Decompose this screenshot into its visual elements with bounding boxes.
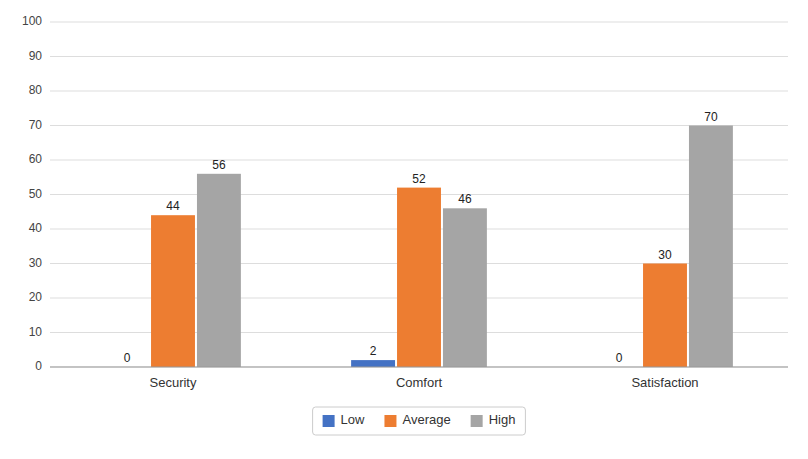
legend-item: Average <box>384 412 450 427</box>
y-tick-label: 20 <box>29 290 43 304</box>
grid-line <box>50 125 788 126</box>
data-label: 44 <box>166 199 180 213</box>
legend-label: Low <box>341 412 365 427</box>
data-label: 2 <box>370 344 377 358</box>
chart: 0102030405060708090100020445230564670Sec… <box>0 0 808 459</box>
y-tick-label: 40 <box>29 221 43 235</box>
data-label: 0 <box>616 351 623 365</box>
grid-line <box>50 160 788 161</box>
chart-container: 0102030405060708090100020445230564670Sec… <box>0 0 808 459</box>
y-tick-label: 10 <box>29 325 43 339</box>
data-label: 70 <box>704 110 718 124</box>
y-tick-label: 80 <box>29 83 43 97</box>
bar <box>443 208 487 367</box>
data-label: 46 <box>458 192 472 206</box>
x-tick-label: Satisfaction <box>631 375 698 390</box>
grid-line <box>50 56 788 57</box>
x-axis: Security Comfort Satisfaction <box>150 375 699 390</box>
legend: Low Average High <box>313 407 526 435</box>
legend-swatch <box>323 415 335 427</box>
legend-item: High <box>471 412 516 427</box>
y-tick-label: 70 <box>29 118 43 132</box>
x-axis-line <box>50 367 788 368</box>
x-tick-label: Security <box>150 375 197 390</box>
grid-line <box>50 91 788 92</box>
legend-swatch <box>384 415 396 427</box>
grid-line <box>50 367 788 368</box>
x-tick-label: Comfort <box>396 375 443 390</box>
y-axis: 0102030405060708090100 <box>22 14 788 373</box>
legend-label: Average <box>402 412 450 427</box>
bar <box>689 126 733 368</box>
background <box>0 0 808 459</box>
bars <box>151 126 733 368</box>
legend-item: Low <box>323 412 365 427</box>
y-tick-label: 90 <box>29 49 43 63</box>
y-tick-label: 30 <box>29 256 43 270</box>
bar <box>643 264 687 368</box>
data-label: 56 <box>212 158 226 172</box>
y-tick-label: 100 <box>22 14 42 28</box>
legend-frame <box>313 407 526 435</box>
bar <box>351 360 395 367</box>
y-tick-label: 60 <box>29 152 43 166</box>
legend-label: High <box>489 412 516 427</box>
bar <box>151 215 195 367</box>
data-labels: 0 2 0 44 52 30 56 46 70 <box>124 110 718 366</box>
data-label: 52 <box>412 172 426 186</box>
bar <box>397 188 441 367</box>
bar <box>197 174 241 367</box>
data-label: 30 <box>658 248 672 262</box>
y-tick-label: 0 <box>35 359 42 373</box>
data-label: 0 <box>124 351 131 365</box>
grid-line <box>50 22 788 23</box>
y-tick-label: 50 <box>29 187 43 201</box>
legend-swatch <box>471 415 483 427</box>
